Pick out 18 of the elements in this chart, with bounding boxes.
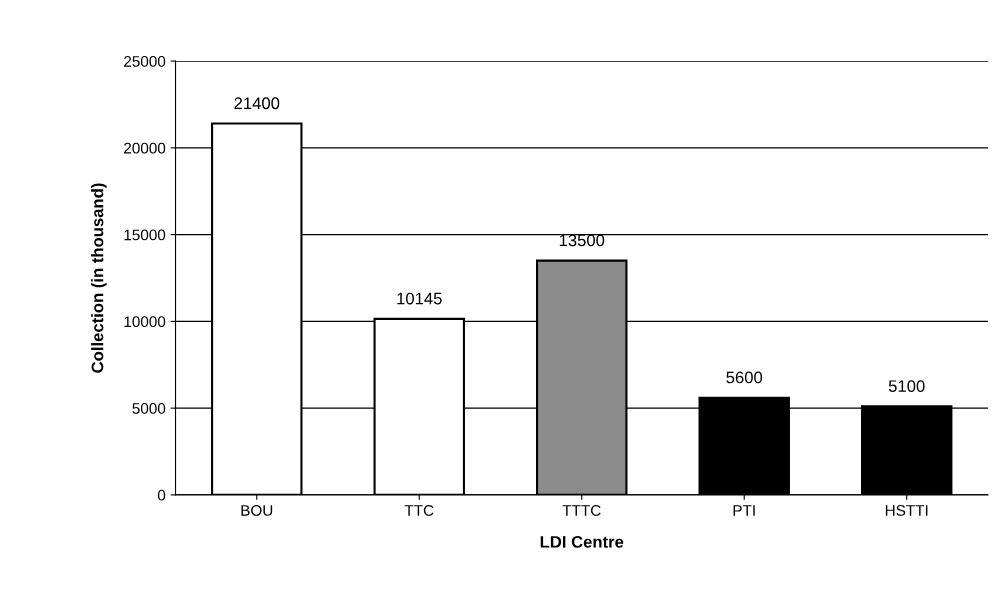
data-label: 21400	[234, 97, 280, 110]
y-tick-label: 20000	[124, 142, 166, 154]
data-label: 13500	[559, 234, 605, 247]
y-axis-title: Collection (in thousand)	[91, 183, 107, 373]
x-tick-label: TTC	[404, 505, 434, 516]
x-tick-label: BOU	[241, 505, 273, 516]
y-tick-label: 25000	[124, 55, 166, 67]
data-label: 5100	[888, 380, 925, 393]
y-tick-label: 10000	[124, 316, 166, 328]
data-label: 10145	[397, 292, 442, 305]
x-tick-label: TTTC	[562, 505, 601, 516]
y-tick-label: 0	[157, 489, 166, 501]
data-label: 5600	[726, 371, 763, 384]
x-tick-label: PTI	[733, 505, 755, 516]
x-axis-title: LDI Centre	[540, 535, 624, 548]
x-tick-label: HSTTI	[885, 505, 928, 516]
y-tick-label: 5000	[132, 403, 166, 414]
y-tick-label: 15000	[124, 229, 166, 241]
